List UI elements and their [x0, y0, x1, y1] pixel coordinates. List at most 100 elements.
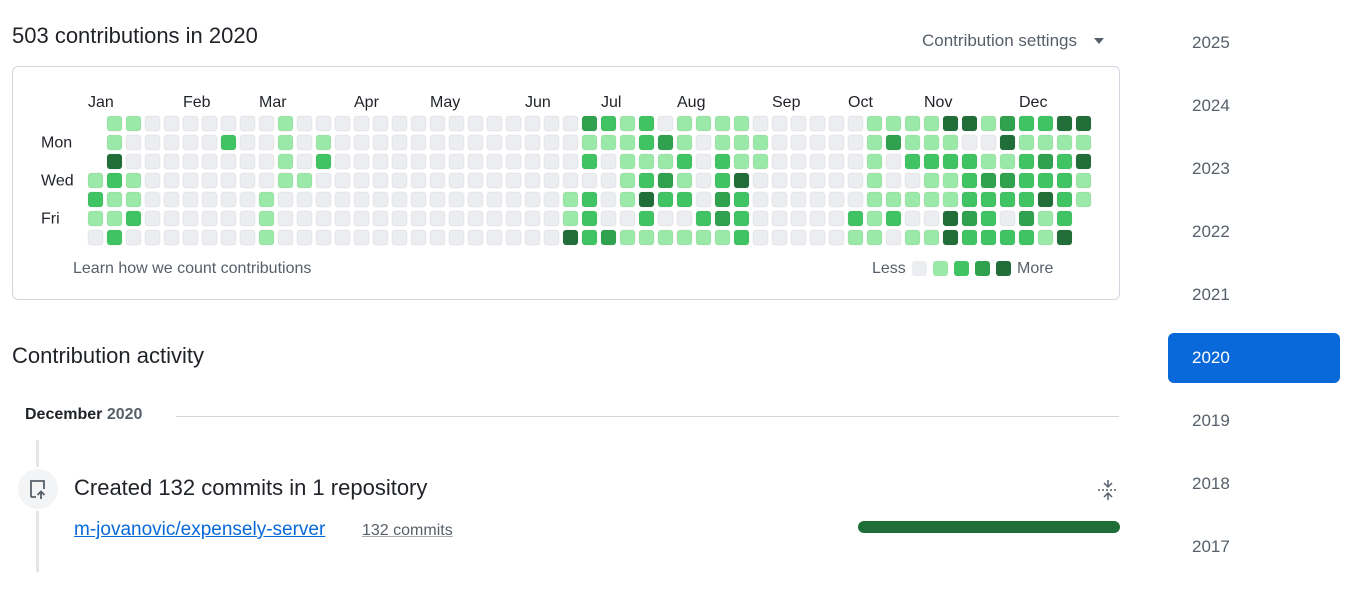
- day-cell: [410, 134, 427, 151]
- day-cell: [1056, 153, 1073, 170]
- day-cell: [923, 172, 940, 189]
- day-cell: [334, 172, 351, 189]
- day-cell: [296, 153, 313, 170]
- year-link[interactable]: 2021: [1192, 285, 1230, 304]
- day-cell: [961, 134, 978, 151]
- day-cell: [334, 229, 351, 246]
- day-cell: [391, 210, 408, 227]
- day-cell: [581, 191, 598, 208]
- day-cell: [847, 191, 864, 208]
- day-cell: [163, 115, 180, 132]
- day-cell: [790, 229, 807, 246]
- month-name: December: [25, 406, 103, 423]
- day-cell: [619, 210, 636, 227]
- learn-link[interactable]: Learn how we count contributions: [73, 260, 311, 277]
- day-cell: [334, 191, 351, 208]
- day-cell: [1056, 172, 1073, 189]
- day-cell: [486, 229, 503, 246]
- day-cell: [182, 134, 199, 151]
- month-label: Apr: [354, 94, 380, 111]
- day-cell: [353, 191, 370, 208]
- day-cell: [562, 172, 579, 189]
- day-cell: [657, 115, 674, 132]
- day-cell: [125, 153, 142, 170]
- day-cell: [600, 229, 617, 246]
- year-link[interactable]: 2025: [1192, 33, 1230, 52]
- day-cell: [315, 115, 332, 132]
- day-cell: [467, 191, 484, 208]
- day-cell: [144, 115, 161, 132]
- day-cell: [201, 134, 218, 151]
- day-cell: [429, 191, 446, 208]
- repo-link[interactable]: m-jovanovic/expensely-server: [74, 519, 326, 540]
- commit-summary: Created 132 commits in 1 repository: [74, 475, 428, 500]
- day-cell: [334, 210, 351, 227]
- day-cell: [125, 172, 142, 189]
- year-link[interactable]: 2017: [1192, 537, 1230, 556]
- day-cell: [296, 134, 313, 151]
- day-cell: [448, 191, 465, 208]
- day-cell: [619, 229, 636, 246]
- day-cell: [828, 134, 845, 151]
- day-cell: [543, 210, 560, 227]
- day-cell: [923, 210, 940, 227]
- day-cell: [733, 229, 750, 246]
- day-cell: [201, 153, 218, 170]
- day-cell: [467, 172, 484, 189]
- day-cell: [277, 153, 294, 170]
- day-cell: [733, 134, 750, 151]
- year-link[interactable]: 2018: [1192, 474, 1230, 493]
- day-cell: [904, 172, 921, 189]
- day-cell: [942, 191, 959, 208]
- day-cell: [961, 210, 978, 227]
- day-cell: [448, 115, 465, 132]
- year-link[interactable]: 2024: [1192, 96, 1230, 115]
- day-cell: [904, 115, 921, 132]
- day-cell: [144, 172, 161, 189]
- day-cell: [543, 191, 560, 208]
- day-cell: [809, 191, 826, 208]
- day-cell: [144, 153, 161, 170]
- day-cell: [467, 153, 484, 170]
- day-cell: [980, 210, 997, 227]
- day-cell: [467, 115, 484, 132]
- day-cell: [505, 134, 522, 151]
- weekday-label: Wed: [41, 173, 74, 190]
- commits-link[interactable]: 132 commits: [362, 522, 453, 539]
- day-cell: [866, 172, 883, 189]
- day-cell: [828, 229, 845, 246]
- day-cell: [1075, 172, 1092, 189]
- year-link[interactable]: 2023: [1192, 159, 1230, 178]
- year-link[interactable]: 2022: [1192, 222, 1230, 241]
- day-cell: [505, 115, 522, 132]
- day-cell: [999, 191, 1016, 208]
- day-cell: [353, 229, 370, 246]
- day-cell: [562, 134, 579, 151]
- day-cell: [638, 172, 655, 189]
- day-cell: [752, 153, 769, 170]
- day-cell: [752, 172, 769, 189]
- day-cell: [752, 210, 769, 227]
- collapse-icon[interactable]: [1097, 478, 1119, 502]
- day-cell: [676, 115, 693, 132]
- day-cell: [429, 229, 446, 246]
- day-cell: [505, 210, 522, 227]
- day-cell: [353, 210, 370, 227]
- day-cell: [391, 229, 408, 246]
- day-cell: [790, 172, 807, 189]
- day-cell: [866, 191, 883, 208]
- day-cell: [1037, 229, 1054, 246]
- day-cell: [733, 153, 750, 170]
- month-label: Sep: [772, 94, 801, 111]
- day-cell: [695, 229, 712, 246]
- day-cell: [809, 134, 826, 151]
- dropdown-caret: [1093, 38, 1104, 44]
- legend-more: More: [1017, 260, 1054, 277]
- day-cell: [448, 172, 465, 189]
- contribution-settings[interactable]: Contribution settings: [922, 31, 1106, 51]
- day-cell: [695, 172, 712, 189]
- day-cell: [524, 153, 541, 170]
- year-link[interactable]: 2020: [1168, 333, 1340, 383]
- day-cell: [163, 210, 180, 227]
- year-link[interactable]: 2019: [1192, 411, 1230, 430]
